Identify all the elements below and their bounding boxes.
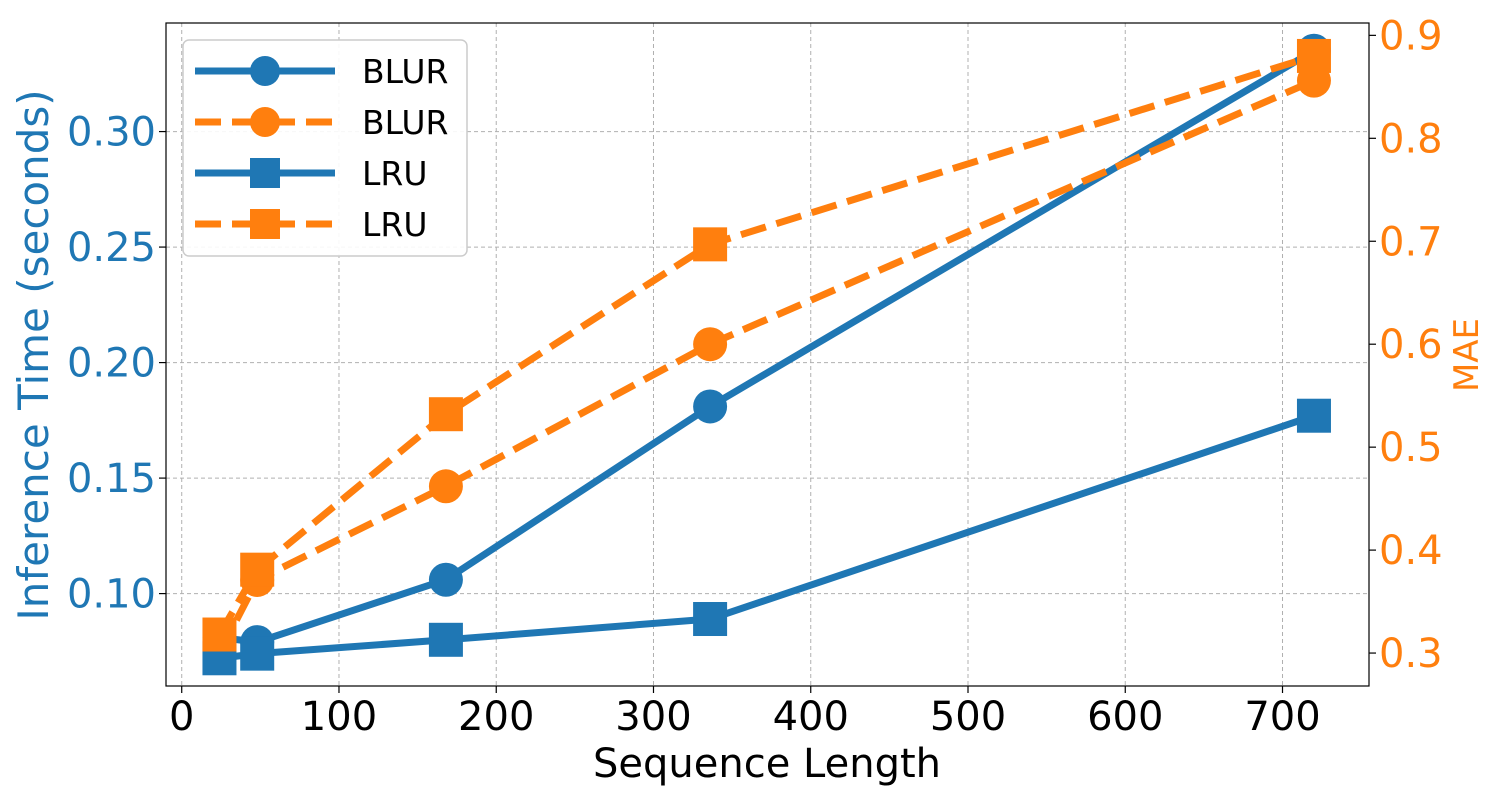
y-left-tick-label: 0.25 [67, 225, 156, 271]
data-point-lru-mae [202, 617, 237, 652]
legend-label: LRU [362, 154, 427, 193]
data-point-lru-time [240, 636, 275, 671]
x-tick-label: 0 [169, 694, 194, 740]
series-line-blur-mae [216, 77, 1316, 655]
legend-label: BLUR [362, 52, 448, 91]
data-point-blur-mae [428, 469, 463, 504]
legend: BLUR BLUR LRU LRU [182, 39, 468, 257]
legend-marker [250, 209, 280, 239]
legend-item-lru-time: LRU [195, 154, 427, 193]
y-left-tick-label: 0.10 [67, 572, 156, 618]
y-left-tick-label: 0.30 [67, 110, 156, 156]
legend-label: LRU [362, 205, 427, 244]
x-axis-label: Sequence Length [593, 741, 941, 787]
data-point-lru-mae [693, 227, 728, 262]
data-point-lru-mae [428, 397, 463, 432]
legend-label: BLUR [362, 103, 448, 142]
x-tick-label: 200 [458, 694, 534, 740]
legend-frame [182, 39, 468, 257]
y-axis-left-label: Inference Time (seconds) [9, 89, 58, 620]
data-point-blur-time [428, 562, 463, 597]
data-point-blur-mae [693, 327, 728, 362]
series-lru-mae [202, 38, 1331, 652]
y-left-tick-label: 0.20 [67, 341, 156, 387]
data-point-lru-time [428, 622, 463, 657]
data-point-lru-time [693, 602, 728, 637]
y-right-tick-label: 0.5 [1379, 425, 1443, 471]
grid [166, 23, 1369, 686]
legend-item-blur-mae: BLUR [195, 103, 448, 142]
x-tick-label: 100 [301, 694, 377, 740]
x-tick-label: 300 [615, 694, 691, 740]
y-right-tick-label: 0.3 [1379, 631, 1443, 677]
legend-item-lru-mae: LRU [195, 205, 427, 244]
plot-area-frame [165, 22, 1370, 687]
series-line-lru-time [219, 412, 1316, 662]
legend-marker [250, 158, 280, 188]
legend-item-blur-time: BLUR [195, 52, 448, 91]
y-right-tick-label: 0.9 [1379, 13, 1443, 59]
y-left-tick-label: 0.15 [67, 456, 156, 502]
x-tick-label: 400 [773, 694, 849, 740]
y-right-tick-label: 0.4 [1379, 528, 1443, 574]
axis-ticks: 0 100 200 300 400 500 600 700 0.10 0.15 0.20 0.25 0.… [67, 13, 1443, 740]
x-tick-label: 600 [1087, 694, 1163, 740]
series [202, 33, 1331, 676]
series-lru-time [202, 398, 1331, 676]
x-tick-label: 500 [930, 694, 1006, 740]
legend-marker [250, 56, 280, 86]
legend-marker [250, 107, 280, 137]
data-point-blur-time [693, 389, 728, 424]
data-point-lru-time [1296, 398, 1331, 433]
y-right-tick-label: 0.7 [1379, 219, 1443, 265]
y-right-tick-label: 0.8 [1379, 116, 1443, 162]
y-right-tick-label: 0.6 [1379, 322, 1443, 368]
x-tick-label: 700 [1244, 694, 1320, 740]
data-point-lru-mae [240, 552, 275, 587]
y-axis-right-label: MAE [1447, 318, 1487, 392]
data-point-lru-mae [1296, 38, 1331, 73]
